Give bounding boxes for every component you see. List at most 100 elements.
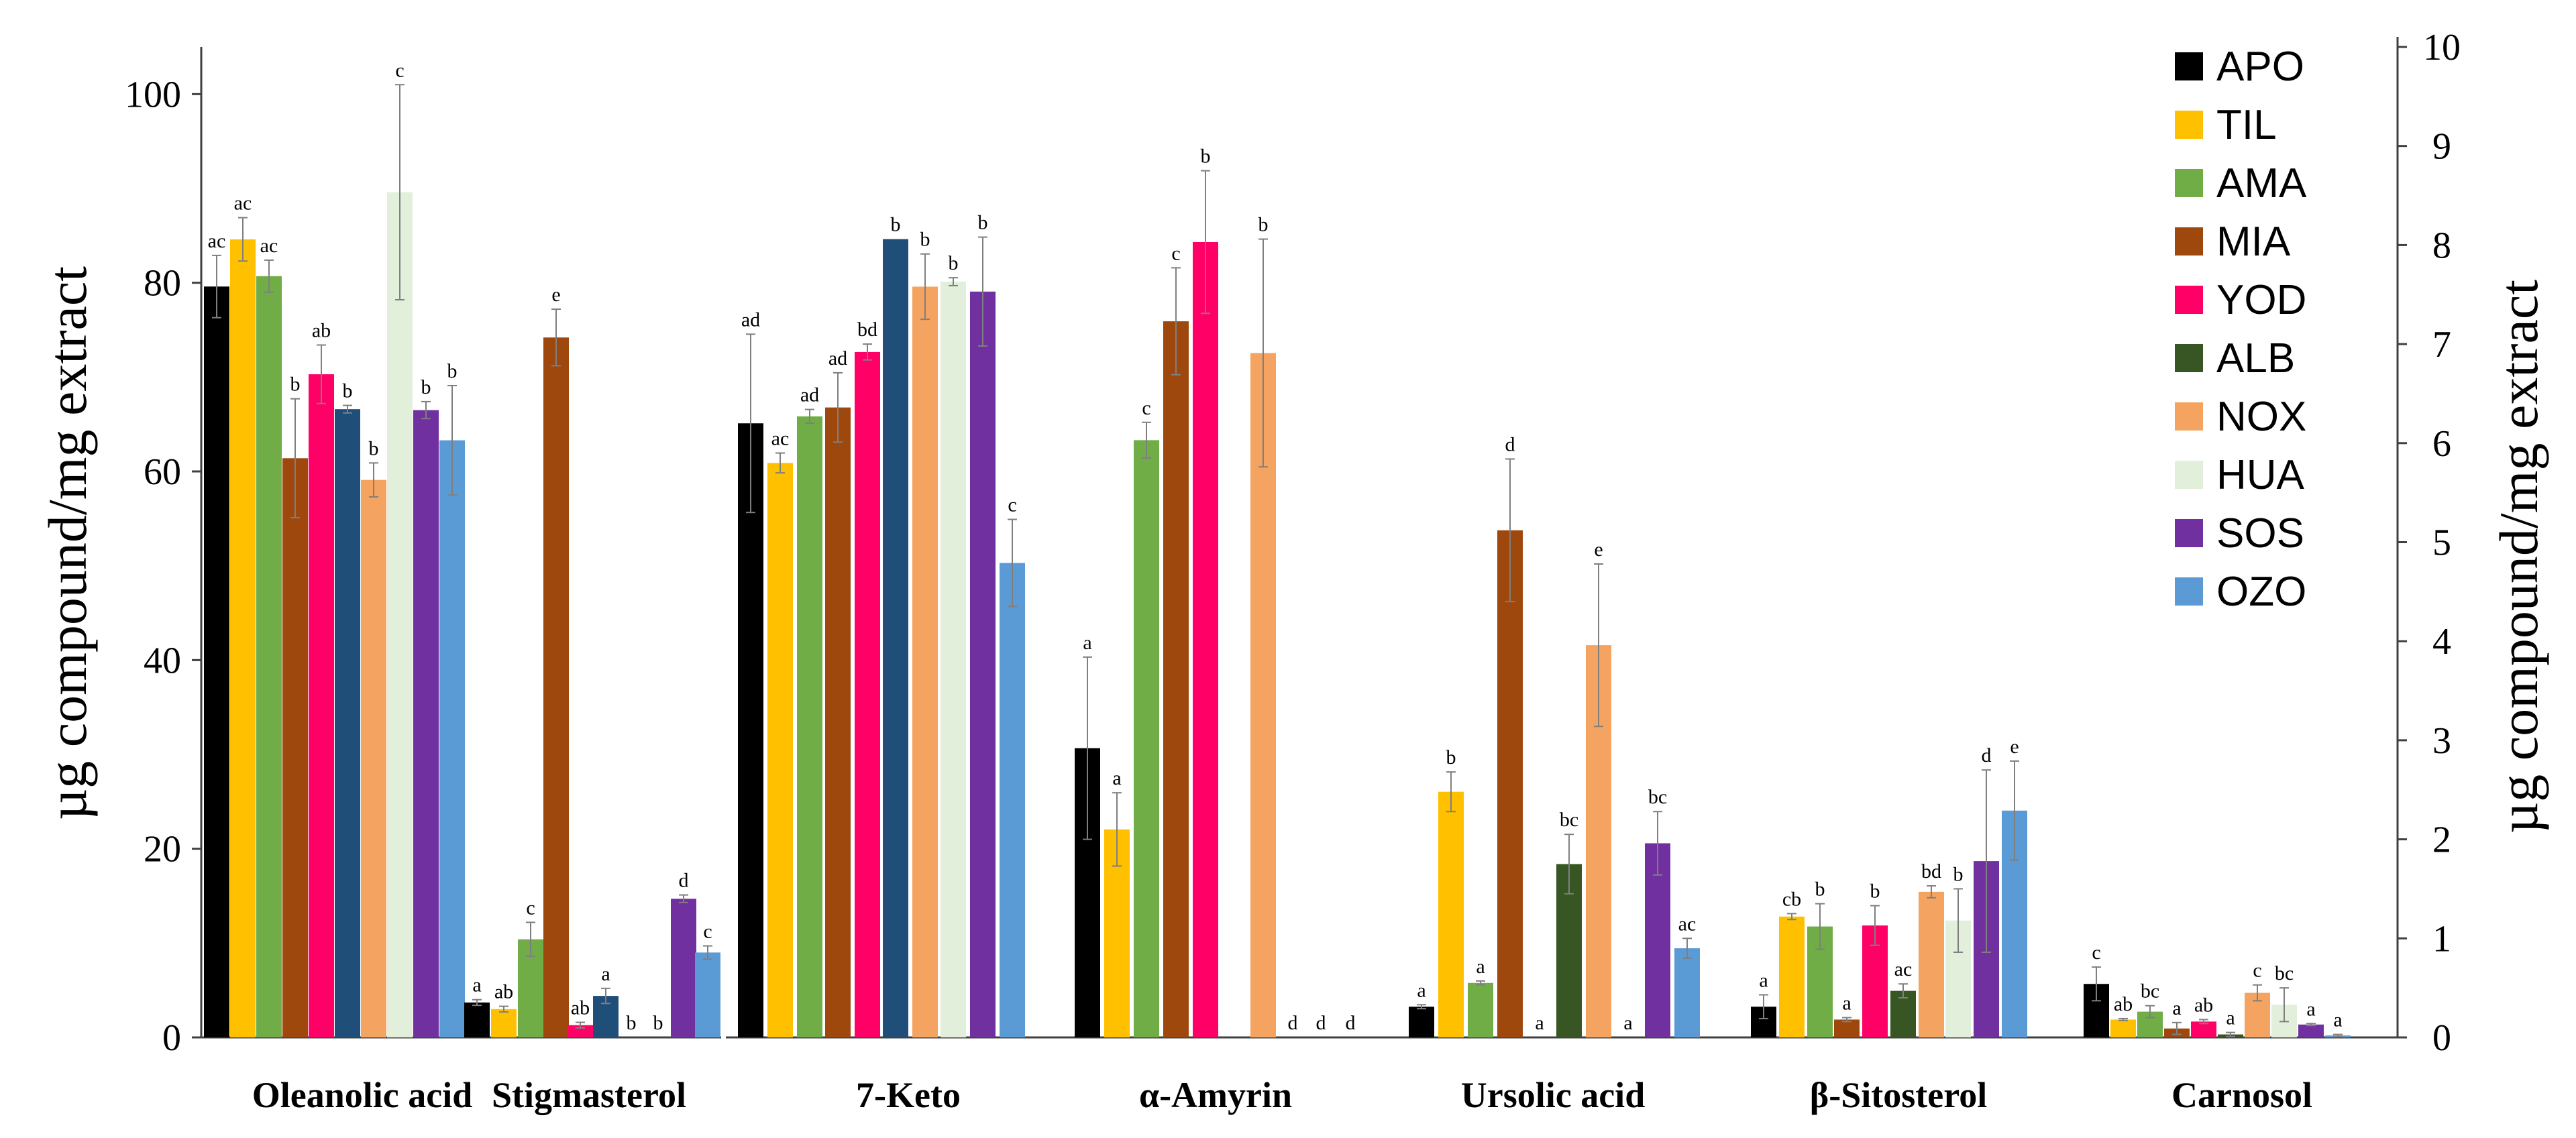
bar-oleanolic-stigmasterol-sample-6-0 — [335, 409, 360, 1037]
significance-letter: e — [1594, 538, 1603, 561]
bar-til-6 — [2110, 1019, 2136, 1037]
bar-nox-5 — [1919, 891, 1944, 1037]
bar-sos-2 — [970, 291, 996, 1038]
significance-letter: ad — [800, 384, 819, 406]
significance-letter: d — [1346, 1012, 1356, 1034]
significance-letter: ab — [2114, 993, 2133, 1015]
significance-letter: bd — [1921, 860, 1941, 883]
legend-label-apo: APO — [2216, 44, 2304, 90]
significance-letter: cb — [1782, 888, 1801, 910]
legend-label-hua: HUA — [2216, 452, 2305, 498]
significance-letter: b — [447, 360, 458, 382]
significance-letter: bc — [2275, 962, 2294, 984]
y-tick-label-left: 80 — [144, 263, 181, 304]
significance-letter: d — [1982, 744, 1992, 766]
bar-mia-1 — [543, 337, 569, 1038]
legend-swatch-mia — [2175, 227, 2203, 255]
significance-letter: a — [472, 974, 481, 997]
bar-yod-2 — [855, 351, 880, 1037]
significance-letter: a — [1759, 969, 1768, 991]
significance-letter: c — [1008, 494, 1016, 516]
bar-hua-0 — [387, 192, 413, 1037]
bar-alb-5 — [1890, 990, 1916, 1037]
significance-letter: d — [1288, 1012, 1298, 1034]
bar-mia-0 — [282, 458, 308, 1037]
legend-swatch-hua — [2175, 461, 2203, 489]
significance-letter: b — [627, 1012, 637, 1034]
significance-letter: c — [395, 59, 404, 81]
bar-yod-1 — [568, 1025, 593, 1037]
bar-apo-2 — [738, 423, 763, 1037]
significance-letter: d — [679, 870, 689, 892]
y-tick-label-left: 60 — [144, 451, 181, 493]
bar-mia-5 — [1834, 1019, 1860, 1037]
significance-letter: bc — [2141, 980, 2159, 1003]
legend-label-mia: MIA — [2216, 219, 2291, 265]
y-tick-label-right: 4 — [2432, 621, 2451, 663]
legend-label-yod: YOD — [2216, 277, 2306, 323]
significance-letter: ab — [312, 320, 331, 342]
bar-ozo-1 — [695, 952, 720, 1037]
bar-nox-2 — [912, 286, 938, 1038]
category-label: 7-Keto — [856, 1075, 961, 1115]
bar-mia-3 — [1163, 321, 1189, 1037]
category-label: β-Sitosterol — [1810, 1075, 1987, 1115]
significance-letter: d — [1316, 1012, 1326, 1034]
significance-letter: c — [1171, 242, 1180, 264]
bar-ozo-4 — [1674, 948, 1700, 1037]
bar-til-0 — [230, 239, 256, 1038]
significance-letter: b — [1815, 878, 1825, 901]
bar-til-1 — [491, 1009, 517, 1037]
y-tick-label-right: 3 — [2432, 720, 2451, 762]
significance-letter: a — [1083, 632, 1091, 654]
y-tick-label-right: 6 — [2432, 423, 2451, 465]
y-tick-label-right: 7 — [2432, 324, 2451, 365]
significance-letter: b — [1446, 746, 1456, 769]
bar-nox-0 — [361, 479, 386, 1037]
significance-letter: bd — [857, 319, 877, 341]
legend-swatch-apo — [2175, 52, 2203, 80]
legend-swatch-alb — [2175, 344, 2203, 372]
y-tick-label-right: 2 — [2432, 819, 2451, 861]
significance-letter: b — [369, 437, 379, 459]
bar-sos-1 — [671, 899, 696, 1037]
significance-letter: e — [2010, 736, 2019, 758]
significance-letter: ac — [1678, 913, 1697, 935]
bar-apo-4 — [1409, 1007, 1434, 1037]
bar-ama-3 — [1134, 440, 1159, 1037]
significance-letter: b — [653, 1012, 663, 1034]
significance-letter: ab — [494, 981, 513, 1003]
bar-mia-4 — [1497, 530, 1523, 1037]
significance-letter: ab — [2194, 994, 2213, 1016]
bar-yod-6 — [2191, 1021, 2216, 1037]
bar-apo-1 — [464, 1002, 490, 1037]
bar-ozo-2 — [1000, 563, 1025, 1037]
category-label: Carnosol — [2171, 1075, 2312, 1115]
legend-swatch-sos — [2175, 519, 2203, 547]
legend-label-ozo: OZO — [2216, 569, 2306, 615]
significance-letter: b — [343, 380, 353, 402]
y-tick-label-right: 8 — [2432, 225, 2451, 266]
significance-letter: ad — [741, 308, 760, 331]
legend: APO TIL AMA MIA YOD ALB NOX HUA SOS OZO — [2175, 44, 2307, 615]
significance-letter: c — [703, 921, 712, 943]
legend-swatch-ama — [2175, 169, 2203, 197]
legend-swatch-til — [2175, 111, 2203, 139]
bar-yod-0 — [309, 374, 334, 1037]
significance-letter: b — [1201, 146, 1211, 168]
significance-letter: c — [2253, 960, 2261, 982]
category-label: α-Amyrin — [1139, 1075, 1292, 1115]
significance-letter: a — [2226, 1007, 2235, 1029]
y-tick-label-right: 1 — [2432, 918, 2451, 960]
y-tick-label-left: 40 — [144, 640, 181, 681]
bar-ama-2 — [797, 416, 822, 1037]
significance-letter: a — [2172, 997, 2181, 1019]
significance-letter: c — [2092, 942, 2100, 964]
axes-layer: 0 20 40 60 80 100 0 1 2 3 4 5 6 7 8 9 10 µg compound/mg e… — [37, 27, 2549, 1059]
y-axis-title-left: µg compound/mg extract — [37, 266, 98, 820]
bar-apo-0 — [204, 286, 229, 1037]
y-tick-label-right: 9 — [2432, 126, 2451, 168]
significance-letter: b — [421, 376, 431, 398]
